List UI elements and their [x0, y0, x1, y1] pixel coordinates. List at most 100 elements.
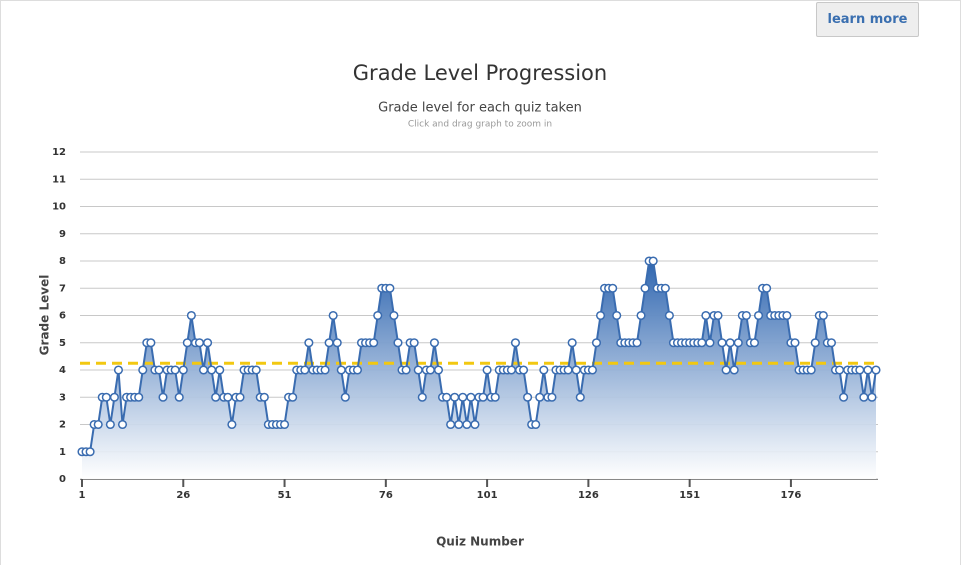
point — [717, 338, 727, 348]
point — [413, 365, 423, 375]
y-tick-label: 11 — [52, 174, 66, 185]
point — [450, 392, 460, 402]
point — [547, 392, 557, 402]
point — [470, 419, 480, 430]
point — [215, 365, 225, 375]
y-tick-label: 6 — [59, 311, 66, 322]
point — [138, 365, 148, 375]
y-tick-label: 10 — [52, 202, 66, 213]
y-tick-label: 0 — [59, 474, 66, 485]
point — [207, 365, 217, 375]
y-tick-label: 8 — [59, 256, 66, 267]
point — [170, 365, 180, 375]
point — [259, 392, 269, 402]
point — [280, 419, 290, 430]
point — [389, 310, 399, 321]
point — [855, 365, 865, 375]
point — [211, 392, 221, 402]
point — [506, 365, 516, 375]
point — [595, 310, 606, 321]
point — [535, 392, 545, 402]
learn-more-button[interactable]: learn more — [816, 2, 919, 37]
point — [93, 419, 103, 430]
y-tick-label: 5 — [59, 338, 66, 349]
point — [636, 310, 646, 321]
point — [340, 392, 350, 402]
y-tick-label: 1 — [59, 447, 66, 458]
point — [182, 338, 192, 348]
point — [304, 338, 314, 348]
point — [417, 392, 427, 402]
point — [660, 283, 670, 293]
y-tick-label: 12 — [52, 147, 66, 158]
point — [834, 365, 845, 375]
point — [563, 365, 573, 375]
point — [429, 338, 439, 348]
point — [867, 392, 877, 402]
point — [608, 283, 618, 293]
point — [826, 338, 836, 348]
point — [154, 365, 164, 375]
point — [433, 365, 444, 375]
point — [446, 419, 456, 430]
y-tick-label: 7 — [59, 283, 66, 294]
point — [203, 338, 213, 348]
point — [810, 338, 820, 348]
point — [478, 392, 488, 402]
point — [697, 338, 707, 348]
point — [575, 392, 585, 402]
point — [762, 283, 772, 293]
y-tick-label: 4 — [59, 365, 66, 376]
point — [109, 392, 119, 402]
point — [790, 338, 800, 348]
point — [462, 419, 472, 430]
point — [458, 392, 468, 402]
x-axis-title: Quiz Number — [436, 535, 524, 549]
x-tick-label: 1 — [79, 490, 86, 501]
x-tick-label: 51 — [278, 490, 292, 501]
point — [409, 338, 419, 348]
point — [539, 365, 549, 375]
point — [782, 310, 792, 321]
point — [454, 419, 464, 430]
point — [300, 365, 310, 375]
point — [567, 338, 577, 348]
point — [442, 392, 452, 402]
point — [385, 283, 395, 293]
point — [194, 338, 205, 348]
point — [251, 365, 261, 375]
zoom-note: Click and drag graph to zoom in — [408, 120, 552, 130]
point — [741, 310, 751, 321]
point — [729, 365, 739, 375]
point — [178, 365, 188, 375]
point — [223, 392, 233, 402]
point — [749, 338, 760, 348]
y-tick-label: 3 — [59, 392, 66, 403]
point — [839, 392, 849, 402]
point — [587, 365, 597, 375]
point — [571, 365, 581, 375]
x-tick-label: 126 — [578, 490, 599, 501]
point — [701, 310, 711, 321]
x-tick-label: 176 — [780, 490, 801, 501]
point — [871, 365, 881, 375]
point — [85, 447, 95, 457]
point — [490, 392, 500, 402]
point — [288, 392, 298, 402]
point — [393, 338, 403, 348]
point — [369, 338, 379, 348]
point — [174, 392, 184, 402]
point — [523, 392, 533, 402]
point — [612, 310, 622, 321]
chart-subtitle: Grade level for each quiz taken — [378, 101, 582, 116]
point — [466, 392, 476, 402]
point — [632, 338, 642, 348]
point — [113, 365, 124, 375]
y-tick-label: 9 — [59, 229, 66, 240]
chart-title: Grade Level Progression — [353, 61, 607, 85]
point — [863, 365, 873, 375]
point — [591, 338, 602, 348]
x-tick-label: 26 — [176, 490, 190, 501]
